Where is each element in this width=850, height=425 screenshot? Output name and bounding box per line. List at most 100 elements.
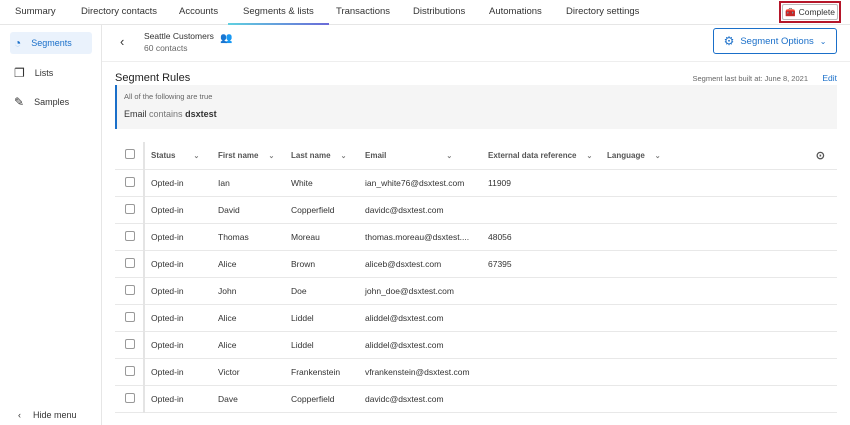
back-button[interactable]: ‹ (120, 34, 125, 49)
table-row[interactable]: Opted-in Alice Brown aliceb@dsxtest.com 6739… (115, 250, 837, 278)
segment-rules-title: Segment Rules (115, 72, 191, 84)
sidebar: ◔ Segments ❐ Lists ✎ Samples ‹ Hide menu (0, 25, 102, 425)
sidebar-item-lists[interactable]: ❐ Lists (10, 62, 92, 84)
cell-external-data-reference (488, 304, 607, 332)
edit-link[interactable]: Edit (822, 73, 837, 83)
cell-external-data-reference: 11909 (488, 169, 607, 197)
cell-email: aliddel@dsxtest.com (365, 304, 488, 332)
main-content: Segment Rules Segment last built at: Jun… (102, 62, 850, 425)
sidebar-item-label: Lists (34, 68, 54, 78)
tab-segments-lists[interactable]: Segments & lists (228, 6, 329, 25)
hide-menu-button[interactable]: ‹ Hide menu (18, 410, 77, 420)
row-checkbox[interactable] (125, 338, 135, 349)
pipette-icon: ✎ (14, 95, 25, 109)
hide-menu-label: Hide menu (33, 410, 77, 420)
cell-email: davidc@dsxtest.com (365, 196, 488, 224)
tab-summary[interactable]: Summary (15, 6, 56, 17)
cell-email: aliceb@dsxtest.com (365, 250, 488, 278)
row-checkbox[interactable] (125, 257, 135, 268)
segment-header: ‹ Seattle Customers 60 contacts 👥 ⚙ Segme… (102, 25, 850, 62)
tab-distributions[interactable]: Distributions (413, 6, 466, 17)
cell-external-data-reference (488, 277, 607, 305)
cell-first-name: Alice (218, 331, 291, 359)
table-row[interactable]: Opted-in Ian White ian_white76@dsxtest.com 1… (115, 169, 837, 197)
row-checkbox[interactable] (125, 230, 135, 241)
table-row[interactable]: Opted-in Alice Liddel aliddel@dsxtest.com (115, 331, 837, 359)
segment-options-button[interactable]: ⚙ Segment Options ⌄ (713, 28, 837, 54)
table-row[interactable]: Opted-in Victor Frankenstein vfrankenstein@… (115, 358, 837, 386)
row-checkbox[interactable] (125, 203, 135, 214)
eye-icon: ⊙ (815, 149, 825, 162)
column-language[interactable]: Language ⌄ (607, 142, 772, 170)
cell-last-name: Copperfield (291, 385, 365, 413)
rule-value: dsxtest (185, 109, 217, 119)
cell-first-name: Victor (218, 358, 291, 386)
cell-language (607, 277, 772, 305)
table-row[interactable]: Opted-in Thomas Moreau thomas.moreau@dsxtes… (115, 223, 837, 251)
sidebar-item-label: Samples (34, 97, 70, 107)
cell-first-name: Ian (218, 169, 291, 197)
cell-last-name: Moreau (291, 223, 365, 251)
chevron-down-icon: ⌄ (819, 36, 827, 46)
tab-automations[interactable]: Automations (489, 6, 542, 17)
cell-email: vfrankenstein@dsxtest.com (365, 358, 488, 386)
sidebar-item-samples[interactable]: ✎ Samples (10, 91, 92, 113)
cell-status: Opted-in (144, 196, 218, 224)
column-external-data-reference[interactable]: External data reference ⌄ (488, 142, 607, 170)
select-all-checkbox[interactable] (125, 149, 135, 160)
sidebar-item-segments[interactable]: ◔ Segments (10, 32, 92, 54)
cell-email: aliddel@dsxtest.com (365, 331, 488, 359)
row-checkbox[interactable] (125, 311, 135, 322)
complete-button[interactable]: 🧰 Complete (779, 1, 841, 23)
segment-title: Seattle Customers (144, 31, 214, 41)
column-email[interactable]: Email ⌄ (365, 142, 488, 170)
column-first-name[interactable]: First name ⌄ (218, 142, 291, 170)
table-row[interactable]: Opted-in Dave Copperfield davidc@dsxtest.co… (115, 385, 837, 413)
column-last-name[interactable]: Last name ⌄ (291, 142, 365, 170)
row-checkbox[interactable] (125, 176, 135, 187)
table-row[interactable]: Opted-in David Copperfield davidc@dsxtest.c… (115, 196, 837, 224)
row-checkbox[interactable] (125, 392, 135, 403)
sidebar-item-label: Segments (31, 38, 72, 48)
cell-external-data-reference: 48056 (488, 223, 607, 251)
table-row[interactable]: Opted-in Alice Liddel aliddel@dsxtest.com (115, 304, 837, 332)
cell-status: Opted-in (144, 169, 218, 197)
cell-language (607, 196, 772, 224)
contacts-table: Status ⌄ First name ⌄ Last name ⌄ Email ⌄ Ex… (115, 142, 837, 413)
contact-count: 60 contacts (144, 43, 188, 53)
cell-status: Opted-in (144, 385, 218, 413)
rule-field: Email (124, 109, 147, 119)
cell-status: Opted-in (144, 358, 218, 386)
tab-directory-contacts[interactable]: Directory contacts (81, 6, 158, 17)
tab-directory-settings[interactable]: Directory settings (566, 6, 640, 17)
cell-status: Opted-in (144, 250, 218, 278)
cell-external-data-reference: 67395 (488, 250, 607, 278)
cell-email: ian_white76@dsxtest.com (365, 169, 488, 197)
cell-language (607, 250, 772, 278)
cell-last-name: Frankenstein (291, 358, 365, 386)
briefcase-icon: 🧰 (785, 6, 796, 17)
complete-label: Complete (798, 7, 835, 17)
cell-last-name: Liddel (291, 304, 365, 332)
cell-external-data-reference (488, 331, 607, 359)
row-checkbox[interactable] (125, 284, 135, 295)
top-navigation: Summary Directory contacts Accounts Segm… (0, 0, 850, 25)
cell-email: john_doe@dsxtest.com (365, 277, 488, 305)
tab-transactions[interactable]: Transactions (336, 6, 391, 17)
cell-first-name: Alice (218, 304, 291, 332)
column-status[interactable]: Status ⌄ (144, 142, 218, 170)
cell-language (607, 304, 772, 332)
cell-first-name: Alice (218, 250, 291, 278)
column-visibility-button[interactable]: ⊙ (771, 142, 837, 170)
chevron-left-icon: ‹ (18, 410, 21, 420)
cell-language (607, 385, 772, 413)
cell-language (607, 331, 772, 359)
cell-language (607, 358, 772, 386)
cell-last-name: Doe (291, 277, 365, 305)
tab-accounts[interactable]: Accounts (179, 6, 219, 17)
row-checkbox[interactable] (125, 365, 135, 376)
lists-icon: ❐ (14, 66, 25, 80)
cell-first-name: Thomas (218, 223, 291, 251)
table-row[interactable]: Opted-in John Doe john_doe@dsxtest.com (115, 277, 837, 305)
cell-language (607, 169, 772, 197)
